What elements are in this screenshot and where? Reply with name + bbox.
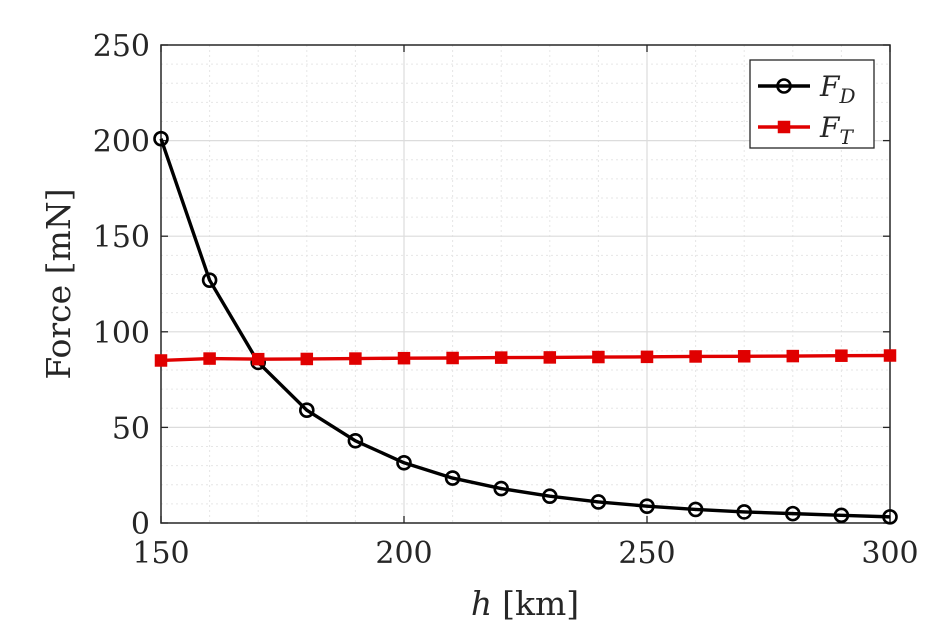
legend-label-subscript: T <box>839 125 854 149</box>
data-point-square <box>397 351 411 365</box>
data-point-square <box>349 352 362 365</box>
data-point-square <box>689 350 702 363</box>
data-point-circle <box>882 509 898 525</box>
legend-marker <box>777 120 791 134</box>
data-point-circle <box>396 454 412 471</box>
data-point-circle <box>201 272 218 288</box>
data-point-square <box>203 352 216 365</box>
legend-label: FD <box>819 70 855 108</box>
data-point-square <box>786 349 800 363</box>
axis-ticks: 150 200 250 300 0 50 100 150 200 250 <box>93 29 919 571</box>
data-point-square <box>737 350 751 363</box>
grid <box>161 45 890 523</box>
data-point-circle <box>493 480 510 497</box>
y-tick-label: 150 <box>93 220 150 255</box>
y-axis-label: Force [mN] <box>39 188 78 379</box>
y-tick-label: 200 <box>93 125 150 160</box>
data-point-square <box>446 351 459 365</box>
data-point-circle <box>347 432 364 449</box>
data-point-square <box>640 350 654 364</box>
legend-label-main: F <box>819 70 841 103</box>
data-point-circle <box>444 470 461 486</box>
data-point-circle <box>541 488 558 505</box>
x-axis-variable: h <box>471 584 492 623</box>
data-point-circle <box>639 498 655 514</box>
data-point-circle <box>736 504 753 520</box>
x-tick-label: 300 <box>861 536 918 571</box>
data-point-square <box>883 349 897 362</box>
legend-label: FT <box>819 111 854 149</box>
data-point-circle <box>298 402 315 418</box>
data-point-circle <box>833 507 850 524</box>
series-line <box>159 138 891 519</box>
legend-label-main: F <box>819 111 841 144</box>
y-tick-label: 50 <box>112 411 150 446</box>
data-point-square <box>300 352 314 366</box>
data-point-square <box>543 351 557 364</box>
y-tick-label: 100 <box>93 316 150 351</box>
legend-marker <box>776 78 792 94</box>
x-tick-label: 200 <box>375 536 432 571</box>
x-tick-label: 150 <box>132 536 189 571</box>
y-tick-label: 250 <box>93 29 150 64</box>
data-point-circle <box>590 494 607 510</box>
x-axis-label: h [km] <box>471 584 579 623</box>
data-point-square <box>494 351 508 364</box>
series-line <box>160 353 891 363</box>
data-point-square <box>835 349 848 362</box>
data-series <box>153 130 898 525</box>
plot-area-frame <box>160 44 891 524</box>
x-tick-label: 250 <box>618 536 675 571</box>
data-point-square <box>154 354 168 367</box>
x-axis-unit: [km] <box>502 584 579 623</box>
data-point-circle <box>784 505 801 522</box>
series-f-t <box>154 349 897 367</box>
data-point-circle <box>153 130 169 147</box>
legend-item-f-t: FT <box>758 111 854 149</box>
data-point-square <box>251 352 265 366</box>
y-tick-label: 0 <box>131 507 150 542</box>
legend-label-subscript: D <box>838 84 855 108</box>
data-point-circle <box>687 501 704 518</box>
data-point-square <box>592 350 605 364</box>
legend-box <box>749 59 875 149</box>
legend-item-f-d: FD <box>758 70 855 108</box>
